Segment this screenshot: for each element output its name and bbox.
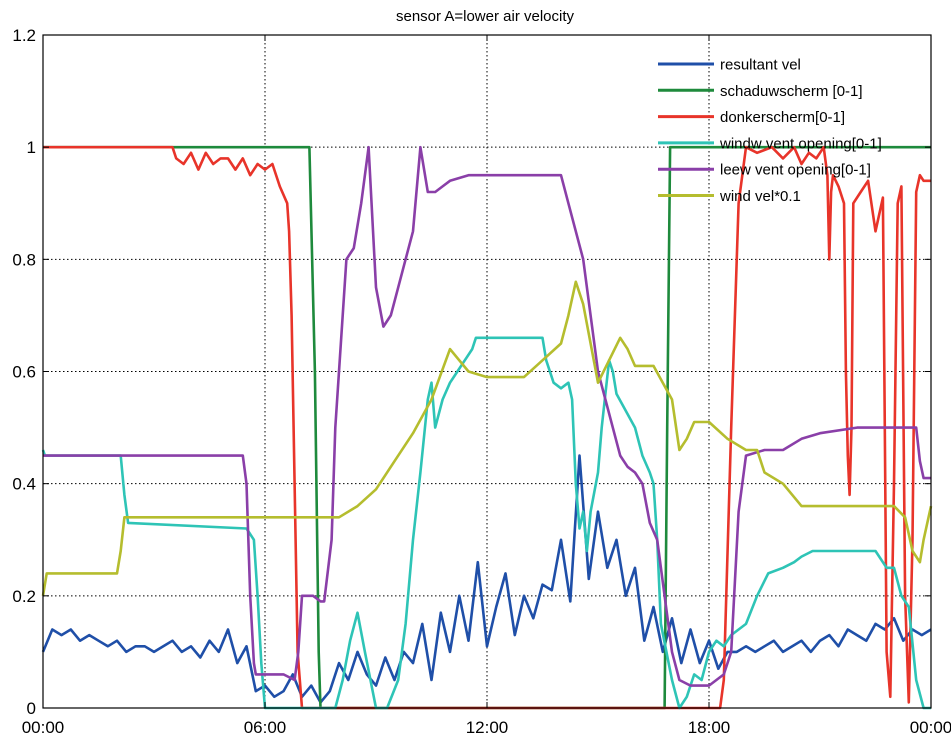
legend: resultant vel schaduwscherm [0-1] donkersc… <box>658 57 882 205</box>
legend-label: wind vel*0.1 <box>719 188 801 205</box>
x-tick-label: 00:00 <box>22 718 65 737</box>
y-tick-label: 0.2 <box>12 587 36 606</box>
y-tick-label: 0 <box>27 699 36 718</box>
y-tick-label: 1 <box>27 138 36 157</box>
series-line-1 <box>41 454 932 704</box>
y-tick-label: 0.6 <box>12 363 36 382</box>
y-tick-label: 0.8 <box>12 250 36 269</box>
x-tick-label: 06:00 <box>244 718 287 737</box>
series-line-3 <box>43 145 931 710</box>
legend-label: schaduwscherm [0-1] <box>720 83 863 100</box>
series-line-4 <box>41 336 931 710</box>
legend-label: leew vent opening[0-1] <box>720 162 871 179</box>
axis-ticks: 00:00 06:00 12:00 18:00 00:0000.20.40.60.811… <box>12 26 951 737</box>
chart-title: sensor A=lower air velocity <box>396 8 574 25</box>
series-line-6 <box>41 280 933 597</box>
legend-label: resultant vel <box>720 57 801 74</box>
series-layer <box>41 145 933 710</box>
legend-label: windw vent opening[0-1] <box>719 135 882 152</box>
legend-label: donkerscherm[0-1] <box>720 109 845 126</box>
x-tick-label: 12:00 <box>466 718 509 737</box>
y-tick-label: 1.2 <box>12 26 36 45</box>
x-tick-label: 18:00 <box>688 718 731 737</box>
y-tick-label: 0.4 <box>12 475 36 494</box>
x-tick-label: 00:00 <box>910 718 951 737</box>
series-line-5 <box>43 145 931 687</box>
